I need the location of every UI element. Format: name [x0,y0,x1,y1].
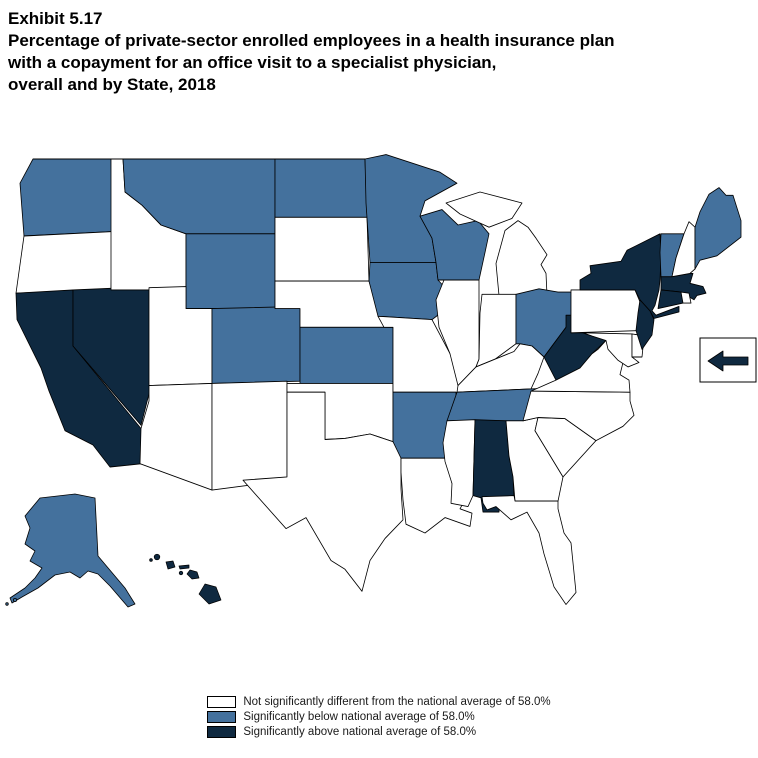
alaska-inset [5,493,136,608]
legend-item-above: Significantly above national average of … [207,726,550,739]
hawaii-island-molokai [178,565,190,570]
legend-swatch-below [207,711,237,724]
legend-swatch-not-different [207,696,237,709]
state-pennsylvania [570,289,647,334]
state-washington [19,158,114,237]
legend-label-above: Significantly above national average of … [243,726,477,739]
state-north-carolina [522,391,635,442]
state-new-hampshire [671,221,696,278]
hawaii-inset [149,554,222,605]
alaska-aleutian-island [12,598,17,603]
state-kansas [299,327,394,385]
state-south-dakota [274,217,370,282]
legend-item-not-different: Not significantly different from the nat… [207,696,551,709]
dc-arrow-icon [707,350,749,372]
legend-label-not-different: Not significantly different from the nat… [243,696,551,709]
alaska-aleutian-island [5,602,9,607]
hawaii-island-hawaii [198,584,222,605]
title-line-2: with a copayment for an office visit to … [8,53,497,73]
us-choropleth-map [5,154,757,608]
state-colorado [211,306,301,385]
state-new-york [579,233,680,320]
legend: Not significantly different from the nat… [207,696,551,739]
state-wyoming [185,233,276,310]
state-alaska [9,493,136,608]
state-oregon [15,231,114,295]
state-texas [242,392,404,593]
title-block: Exhibit 5.17 Percentage of private-secto… [0,0,758,96]
hawaii-island-oahu [165,561,176,570]
hawaii-island-lanai [178,571,184,576]
legend-swatch-above [207,726,237,739]
title-line-1: Percentage of private-sector enrolled em… [8,31,615,51]
state-wisconsin [419,209,490,281]
hawaii-island-maui [186,570,200,580]
exhibit-page: Exhibit 5.17 Percentage of private-secto… [0,0,758,739]
hawaii-island-niihau [149,558,153,563]
state-florida [481,495,577,606]
legend-label-below: Significantly below national average of … [243,711,475,724]
state-north-dakota [274,158,368,219]
state-arizona [139,383,213,491]
mainland-states [15,154,742,606]
state-michigan-upper-peninsula [445,191,523,229]
state-michigan [495,220,548,297]
title-line-3: overall and by State, 2018 [8,75,216,95]
exhibit-number: Exhibit 5.17 [8,9,103,28]
exhibit-title: Percentage of private-sector enrolled em… [8,30,748,96]
state-new-mexico [211,381,288,491]
dc-callout [699,337,757,383]
state-connecticut [657,289,684,310]
legend-item-below: Significantly below national average of … [207,711,550,724]
state-maine [694,187,742,270]
state-rhode-island [680,292,692,304]
hawaii-island-kauai [153,554,161,561]
